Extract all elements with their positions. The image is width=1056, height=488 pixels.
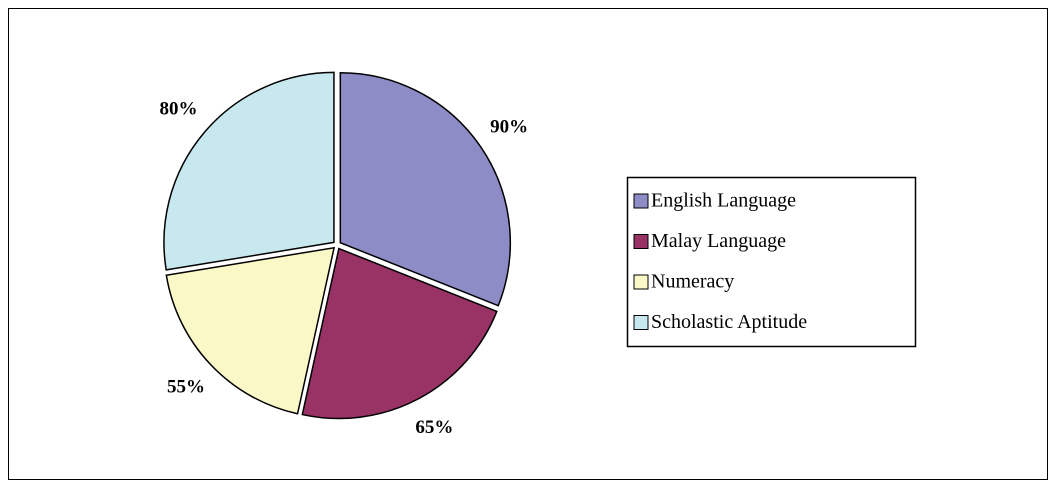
legend-label: Scholastic Aptitude — [651, 311, 807, 333]
legend-swatch — [633, 193, 649, 209]
data-label: 55% — [167, 376, 205, 397]
legend-label: Malay Language — [651, 230, 786, 252]
pie-slice — [163, 71, 335, 271]
legend-label: Numeracy — [651, 271, 734, 293]
legend-swatch — [633, 234, 649, 249]
legend-swatch — [633, 315, 649, 330]
legend-label: English Language — [651, 190, 796, 212]
data-label: 90% — [490, 117, 528, 138]
legend-box — [626, 176, 917, 348]
pie-slice — [301, 247, 498, 420]
pie-slice — [339, 72, 512, 307]
legend-swatch — [633, 274, 649, 290]
data-label: 65% — [415, 417, 453, 438]
data-label: 80% — [159, 99, 197, 120]
pie-slice — [165, 246, 336, 415]
